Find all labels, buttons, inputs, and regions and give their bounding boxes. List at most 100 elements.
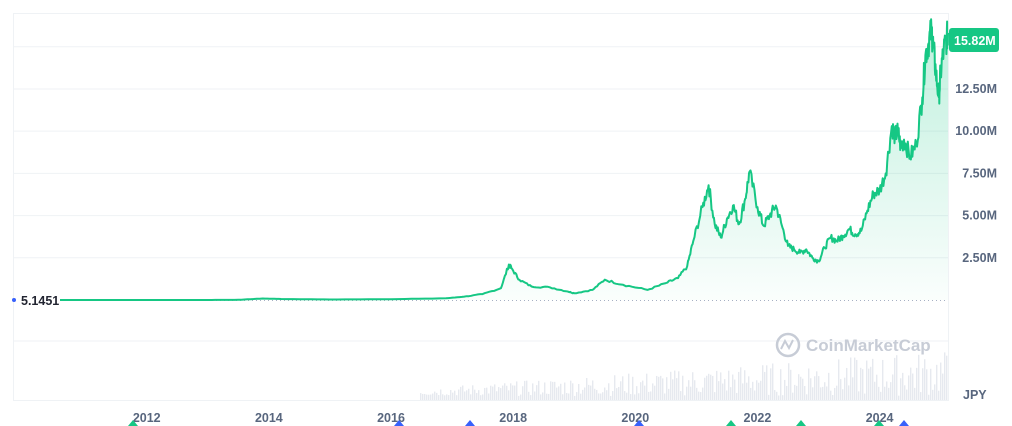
volume-bar [818,376,820,400]
volume-bar [748,376,750,400]
start-dot-icon [12,298,16,302]
volume-bar [500,388,502,400]
volume-bar [732,374,734,400]
event-marker-icon [874,420,884,426]
volume-bar [900,378,902,400]
volume-bar [708,373,710,400]
volume-bar [846,367,848,400]
volume-bar [940,362,942,400]
volume-bar [448,395,450,400]
volume-bar [588,384,590,400]
volume-bar [460,386,462,400]
event-marker-icon [128,420,138,426]
volume-bar [594,388,596,400]
volume-bar [578,383,580,400]
volume-bar [574,395,576,400]
volume-bar [916,367,918,400]
volume-bar [816,371,818,400]
volume-bar [514,385,516,400]
volume-bar [746,382,748,400]
volume-bar [484,387,486,400]
volume-bar [564,382,566,400]
volume-bar [678,371,680,400]
volume-bar [838,359,840,400]
start-price-label: 5.1451 [21,294,59,308]
x-tick-label: 2020 [621,411,649,425]
volume-bar [692,372,694,400]
volume-bar [876,374,878,400]
volume-bar [634,394,636,400]
volume-bar [598,393,600,400]
volume-bar [516,381,518,400]
volume-bar [640,382,642,400]
x-tick-label: 2012 [133,411,161,425]
current-price-tag: 15.82M [949,28,999,52]
volume-bar [886,381,888,400]
volume-bar [454,390,456,400]
volume-bar [910,367,912,400]
volume-bar [942,373,944,400]
volume-bar [772,363,774,400]
volume-bar [458,389,460,400]
volume-bar [726,390,728,400]
volume-bar [534,391,536,400]
volume-bar [432,393,434,400]
volume-bar [626,392,628,400]
volume-bar [684,395,686,400]
volume-bar [874,381,876,400]
volume-bar [712,375,714,400]
volume-bar [522,386,524,400]
volume-bar [600,393,602,400]
volume-bar [502,385,504,400]
volume-bar [890,382,892,400]
y-tick-label: 7.50M [962,166,997,180]
volume-bar [738,371,740,400]
event-markers [128,420,909,426]
watermark-text: CoinMarketCap [806,336,931,355]
volume-bar [680,391,682,400]
volume-bar [554,381,556,400]
volume-bar [638,393,640,400]
volume-bar [902,372,904,400]
volume-bar [558,386,560,400]
volume-bar [798,374,800,400]
volume-bar [794,384,796,400]
volume-bar [806,394,808,400]
volume-bar [552,381,554,400]
volume-bar [714,392,716,400]
volume-bar [780,369,782,400]
volume-bar [742,383,744,400]
volume-bar [542,392,544,400]
volume-bar [422,393,424,400]
volume-bar [630,394,632,400]
event-marker-icon [726,420,736,426]
volume-bar [694,380,696,400]
volume-bar [858,391,860,400]
volume-bar [548,393,550,400]
volume-bar [856,359,858,400]
volume-bar [424,393,426,400]
volume-bar [898,395,900,400]
volume-bar [568,393,570,400]
volume-bar [486,387,488,400]
volume-bar [494,384,496,400]
volume-bar [586,378,588,400]
volume-bar [524,380,526,400]
volume-bar [628,373,630,400]
y-tick-label: 5.00M [962,209,997,223]
volume-bar [788,363,790,400]
volume-bar [828,372,830,400]
volume-bar [946,355,948,400]
volume-bar [482,394,484,400]
currency-label: JPY [963,388,987,402]
volume-bar [440,389,442,400]
volume-bar [768,394,770,400]
volume-bar [776,391,778,400]
volume-bar [848,385,850,400]
volume-bar [590,385,592,400]
volume-bar [814,376,816,400]
event-marker-icon [634,420,644,426]
volume-bar [922,368,924,400]
volume-bar [508,390,510,400]
